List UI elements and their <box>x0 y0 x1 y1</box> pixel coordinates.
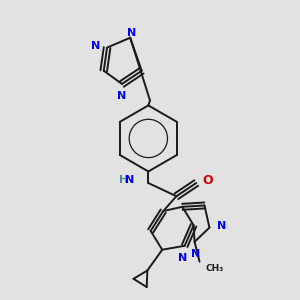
Text: CH₃: CH₃ <box>206 264 224 273</box>
Text: N: N <box>127 28 136 38</box>
Text: O: O <box>203 174 214 187</box>
Text: N: N <box>217 220 226 231</box>
Text: N: N <box>191 249 200 259</box>
Text: N: N <box>91 40 101 51</box>
Text: N: N <box>125 175 134 185</box>
Text: H: H <box>118 175 128 185</box>
Text: N: N <box>117 91 127 101</box>
Text: N: N <box>178 253 188 263</box>
